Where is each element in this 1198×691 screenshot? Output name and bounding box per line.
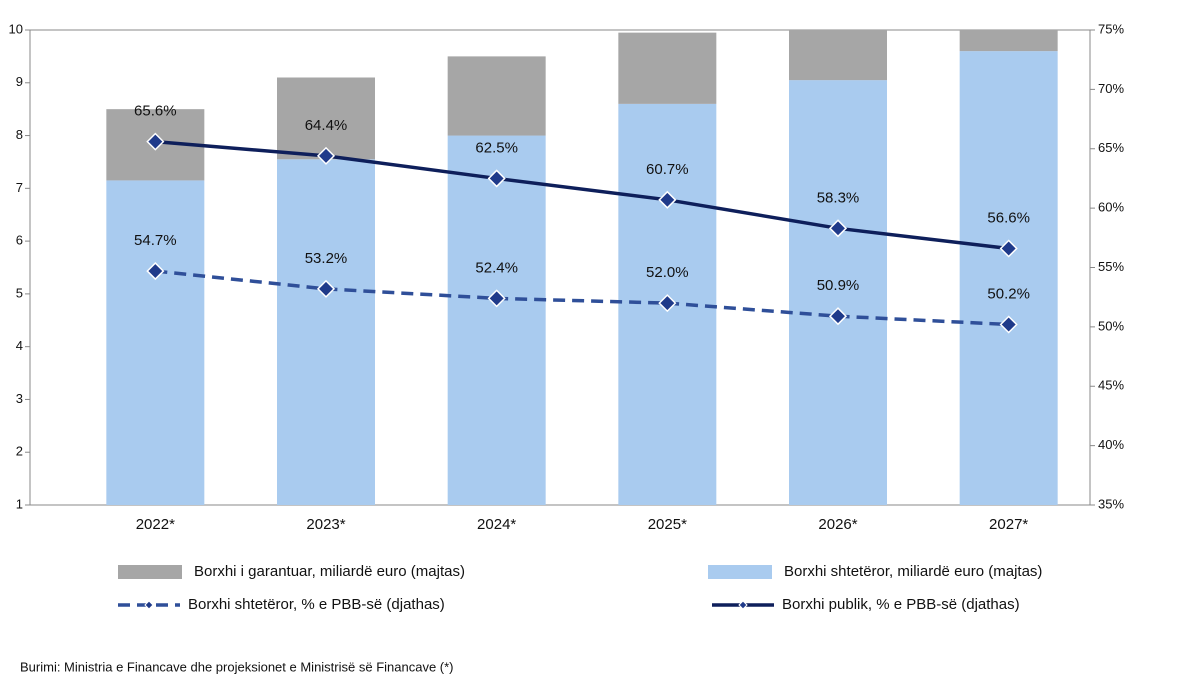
y2-tick-label: 70% — [1098, 81, 1124, 96]
y2-tick-label: 75% — [1098, 21, 1124, 36]
marker — [828, 219, 848, 238]
marker — [658, 190, 677, 209]
marker — [828, 307, 848, 326]
y2-tick-label: 50% — [1098, 318, 1124, 333]
y-tick-label: 1 — [16, 496, 23, 511]
data-label: 50.9% — [817, 277, 860, 294]
y-tick-label: 5 — [16, 285, 23, 300]
data-label: 53.2% — [305, 250, 348, 267]
bar — [447, 135, 546, 506]
data-label: 65.6% — [134, 103, 177, 120]
marker — [658, 294, 677, 313]
bar — [959, 51, 1058, 505]
legend-marker — [144, 600, 154, 610]
bar — [789, 80, 887, 505]
marker — [316, 146, 336, 165]
y2-tick-label: 65% — [1098, 140, 1124, 155]
marker — [999, 239, 1018, 258]
data-label: 58.3% — [817, 189, 860, 206]
x-tick-label: 2026* — [818, 516, 857, 533]
y2-tick-label: 60% — [1098, 200, 1124, 215]
data-label: 54.7% — [134, 232, 177, 249]
legend-swatch — [708, 565, 772, 579]
marker — [487, 169, 506, 188]
bar — [277, 159, 375, 506]
bar — [106, 180, 205, 505]
legend-label: Borxhi shtetëror, miliardë euro (majtas) — [784, 563, 1042, 580]
y-tick-label: 8 — [16, 127, 23, 142]
data-label: 52.4% — [475, 259, 518, 276]
x-tick-label: 2022* — [136, 516, 175, 533]
y-tick-label: 6 — [16, 233, 23, 248]
source: Burimi: Ministria e Financave dhe projek… — [20, 659, 454, 674]
x-tick-label: 2023* — [306, 516, 345, 533]
marker — [146, 262, 165, 281]
legend-swatch — [118, 565, 182, 579]
y2-tick-label: 40% — [1098, 437, 1124, 452]
legend-label: Borxhi publik, % e PBB-së (djathas) — [782, 596, 1020, 613]
marker — [316, 279, 336, 298]
legend-label: Borxhi shtetëror, % e PBB-së (djathas) — [188, 596, 445, 613]
marker — [146, 132, 165, 151]
y2-tick-label: 55% — [1098, 259, 1124, 274]
legend-label: Borxhi i garantuar, miliardë euro (majta… — [194, 563, 465, 580]
bar — [789, 30, 887, 81]
line — [155, 139, 1009, 251]
y2-tick-label: 35% — [1098, 496, 1124, 511]
data-label: 50.2% — [987, 285, 1030, 302]
y2-tick-label: 45% — [1098, 378, 1124, 393]
y-tick-label: 9 — [16, 74, 23, 89]
marker — [999, 315, 1018, 334]
y-tick-label: 7 — [16, 180, 23, 195]
data-label: 64.4% — [305, 117, 348, 134]
marker — [487, 289, 506, 308]
data-label: 56.6% — [987, 209, 1030, 226]
x-tick-label: 2024* — [477, 516, 516, 533]
y-tick-label: 2 — [16, 444, 23, 459]
line — [155, 269, 1009, 327]
y-tick-label: 3 — [16, 391, 23, 406]
data-label: 60.7% — [646, 161, 689, 178]
bar — [618, 32, 717, 104]
bar — [959, 30, 1058, 52]
y-tick-label: 10 — [9, 21, 23, 36]
x-tick-label: 2027* — [989, 516, 1028, 533]
legend-marker — [738, 600, 748, 610]
data-label: 62.5% — [475, 139, 518, 156]
data-label: 52.0% — [646, 264, 689, 281]
x-tick-label: 2025* — [648, 516, 687, 533]
bar — [277, 77, 375, 160]
y-tick-label: 4 — [16, 338, 23, 353]
bar — [447, 56, 546, 136]
